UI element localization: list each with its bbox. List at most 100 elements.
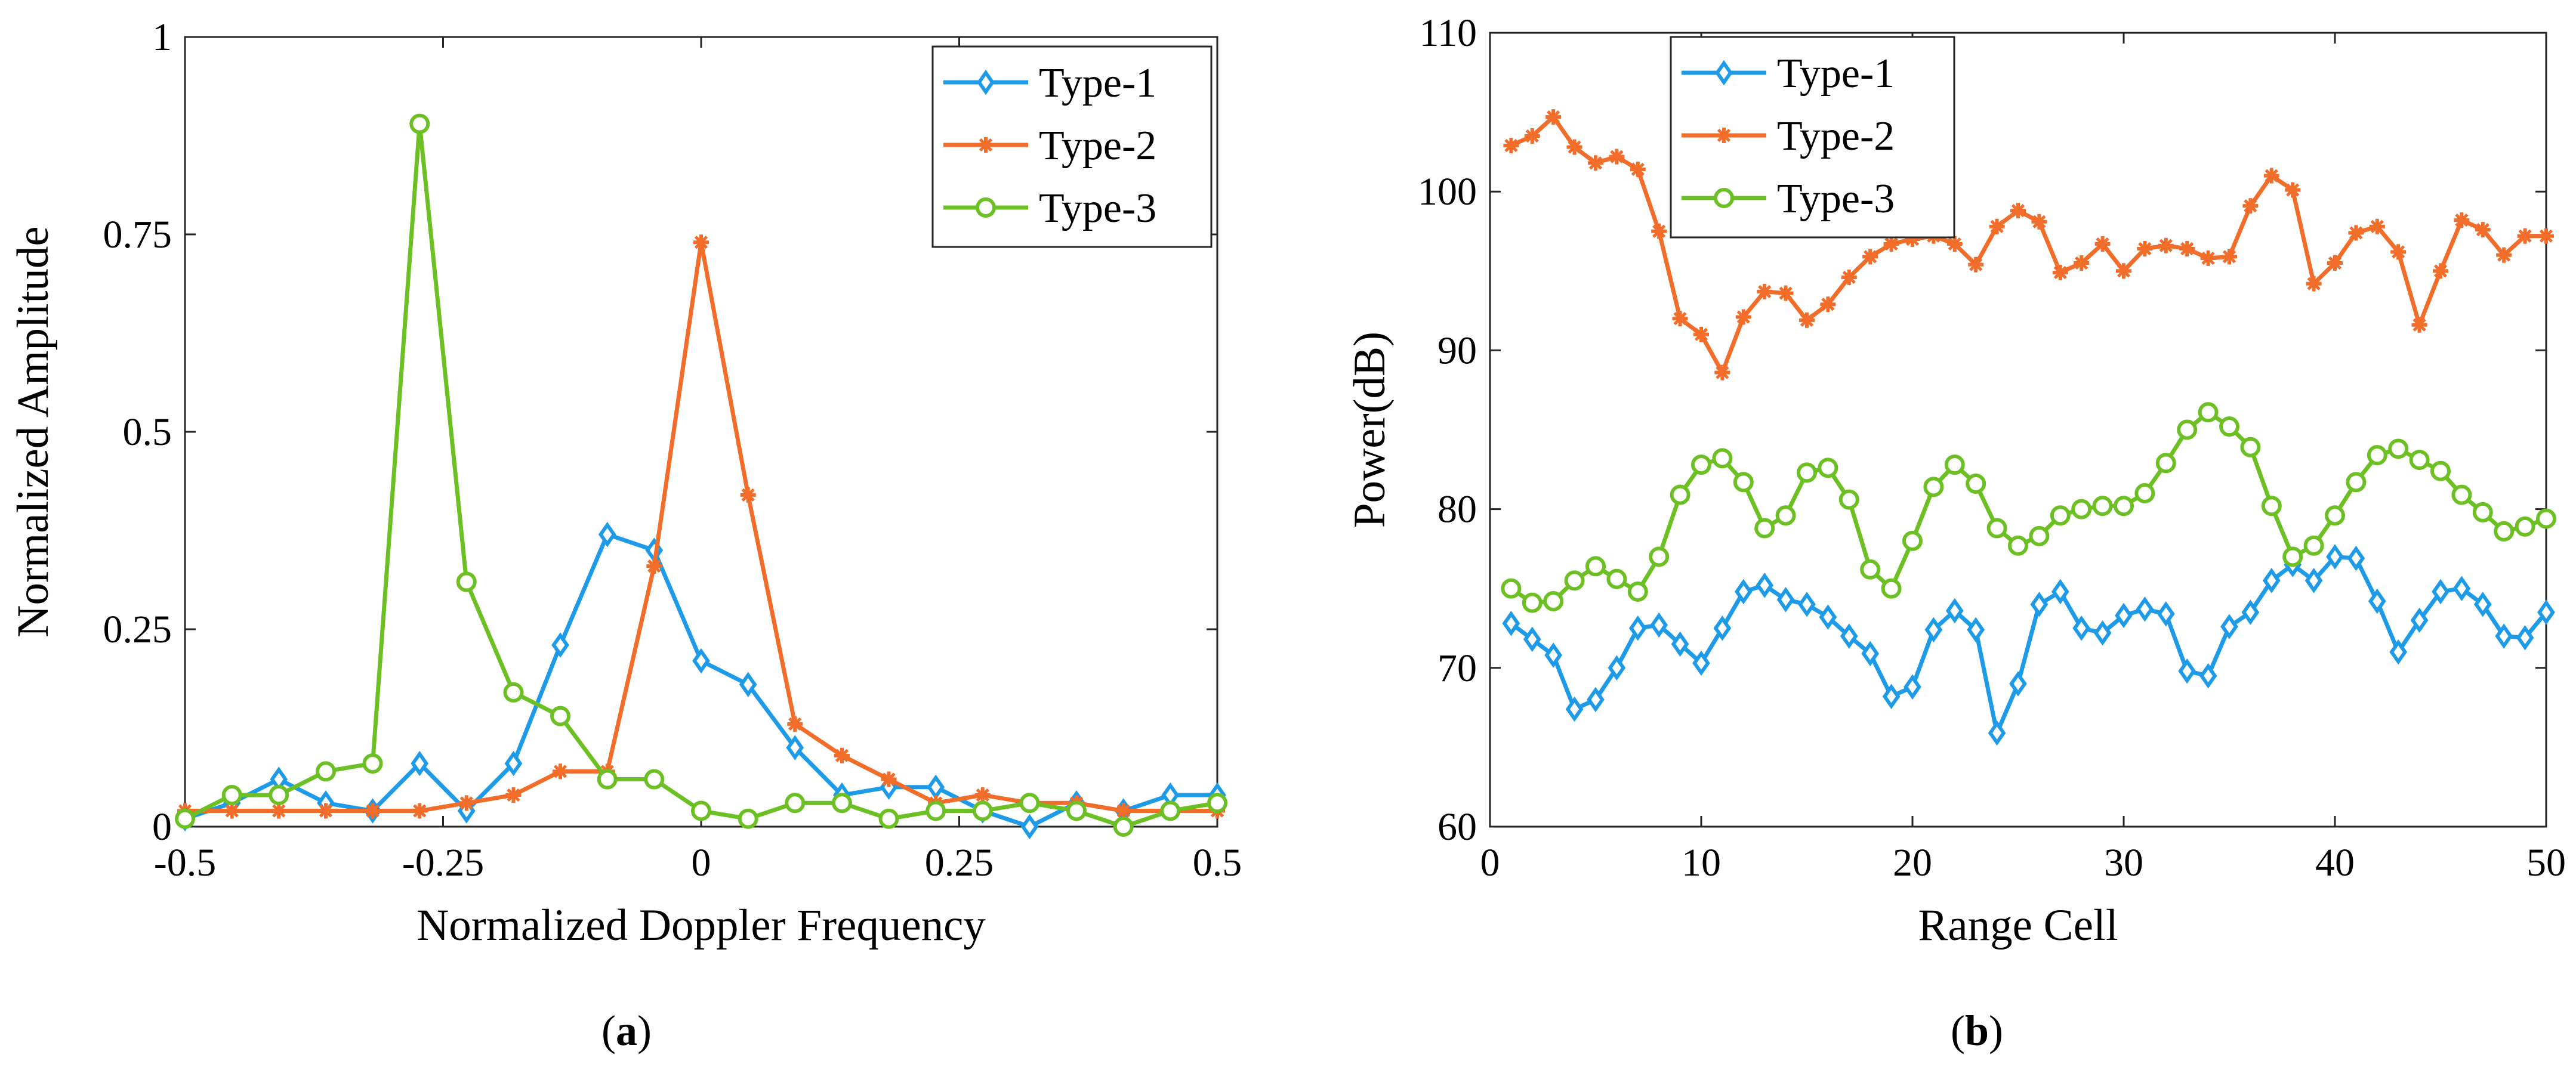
data-point <box>646 558 662 574</box>
data-point <box>834 747 850 763</box>
data-point <box>1670 484 1690 505</box>
data-point <box>2115 602 2133 629</box>
data-point <box>1650 612 1668 638</box>
data-point <box>1630 161 1646 177</box>
data-point <box>1606 568 1627 589</box>
legend-marker <box>1716 128 1732 143</box>
data-point <box>2177 419 2198 440</box>
data-point <box>1503 138 1519 154</box>
data-point <box>221 785 242 806</box>
series-line <box>1510 554 2548 735</box>
data-point <box>2432 579 2449 605</box>
legend-marker <box>1714 188 1734 208</box>
data-point <box>1923 477 1944 497</box>
y-tick-label: 0.75 <box>103 213 172 256</box>
data-point <box>1671 631 1689 657</box>
data-point <box>2050 505 2071 526</box>
data-point <box>2451 484 2472 505</box>
data-point <box>2409 450 2430 471</box>
data-point <box>927 774 945 800</box>
data-point <box>365 803 381 819</box>
data-point <box>2114 496 2134 517</box>
data-point <box>2515 516 2535 537</box>
legend-label: Type-1 <box>1039 60 1156 106</box>
series-line <box>1510 410 2547 605</box>
data-point <box>2262 568 2281 593</box>
data-point <box>2200 251 2216 267</box>
data-point <box>1693 326 1709 342</box>
data-point <box>2475 222 2491 238</box>
data-point <box>1820 296 1836 313</box>
data-point <box>2031 214 2047 230</box>
data-point <box>2454 212 2470 228</box>
data-point <box>1946 236 1963 252</box>
data-point <box>644 769 665 790</box>
y-tick-label: 1 <box>152 16 172 59</box>
data-point <box>269 785 289 806</box>
data-point <box>2452 576 2471 601</box>
data-point <box>271 803 287 819</box>
data-point <box>1608 655 1626 681</box>
data-point <box>1838 489 1859 510</box>
data-point <box>1692 650 1710 676</box>
data-point <box>2537 599 2555 625</box>
data-point <box>1501 578 1522 599</box>
data-point <box>2009 671 2027 697</box>
data-point <box>1904 674 1921 700</box>
y-tick-label: 70 <box>1437 647 1477 690</box>
data-point <box>1924 617 1943 643</box>
data-point <box>2116 263 2131 279</box>
data-point <box>505 787 522 803</box>
data-point <box>881 771 897 787</box>
data-point <box>2369 218 2385 234</box>
data-point <box>2306 276 2322 292</box>
data-point <box>1778 285 1794 301</box>
series-line <box>185 240 1217 814</box>
y-axis-label: Power(dB) <box>1345 332 1395 528</box>
data-point <box>2010 203 2026 219</box>
data-point <box>1754 518 1775 539</box>
data-point <box>1566 139 1582 155</box>
data-point <box>1649 546 1670 567</box>
data-point <box>739 672 757 697</box>
data-point <box>598 521 616 548</box>
data-point <box>2030 592 2049 617</box>
x-tick-label: 50 <box>2526 841 2566 885</box>
y-tick-label: 0.25 <box>103 608 172 651</box>
x-axis-label: Normalized Doppler Frequency <box>417 901 986 950</box>
data-point <box>1609 149 1625 165</box>
legend-label: Type-2 <box>1777 113 1895 159</box>
series-type-2 <box>1503 109 2554 381</box>
data-point <box>1712 448 1733 469</box>
data-point <box>2092 496 2113 517</box>
data-point <box>691 800 711 821</box>
x-tick-label: 30 <box>2104 841 2143 885</box>
x-tick-label: 20 <box>1893 841 1932 885</box>
data-point <box>2220 614 2238 639</box>
data-point <box>362 753 383 774</box>
data-point <box>2136 596 2154 622</box>
plot-frame <box>1489 32 2547 828</box>
data-point <box>2495 623 2513 649</box>
data-point <box>740 487 756 503</box>
y-axis-label: Normalized Amplitude <box>8 226 58 637</box>
data-point <box>1160 800 1181 821</box>
data-point <box>2346 472 2367 493</box>
data-point <box>409 113 430 134</box>
data-point <box>925 800 946 821</box>
legend-label: Type-2 <box>1039 123 1156 169</box>
data-point <box>1523 626 1541 652</box>
y-tick-label: 0.5 <box>123 410 172 454</box>
y-tick-label: 110 <box>1419 11 1477 55</box>
legend-marker <box>977 69 995 95</box>
data-point <box>1734 579 1753 605</box>
legend-label: Type-1 <box>1777 51 1895 97</box>
data-point <box>2303 535 2324 556</box>
data-point <box>738 808 758 829</box>
data-point <box>1115 803 1131 819</box>
data-point <box>550 706 571 726</box>
data-point <box>2282 546 2303 567</box>
data-point <box>785 793 806 814</box>
series-type-3 <box>175 113 1227 837</box>
x-tick-label: -0.5 <box>154 841 216 885</box>
